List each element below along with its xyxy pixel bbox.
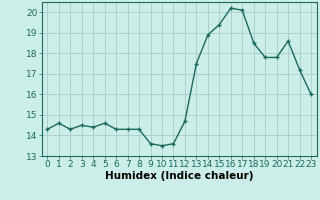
- X-axis label: Humidex (Indice chaleur): Humidex (Indice chaleur): [105, 171, 253, 181]
